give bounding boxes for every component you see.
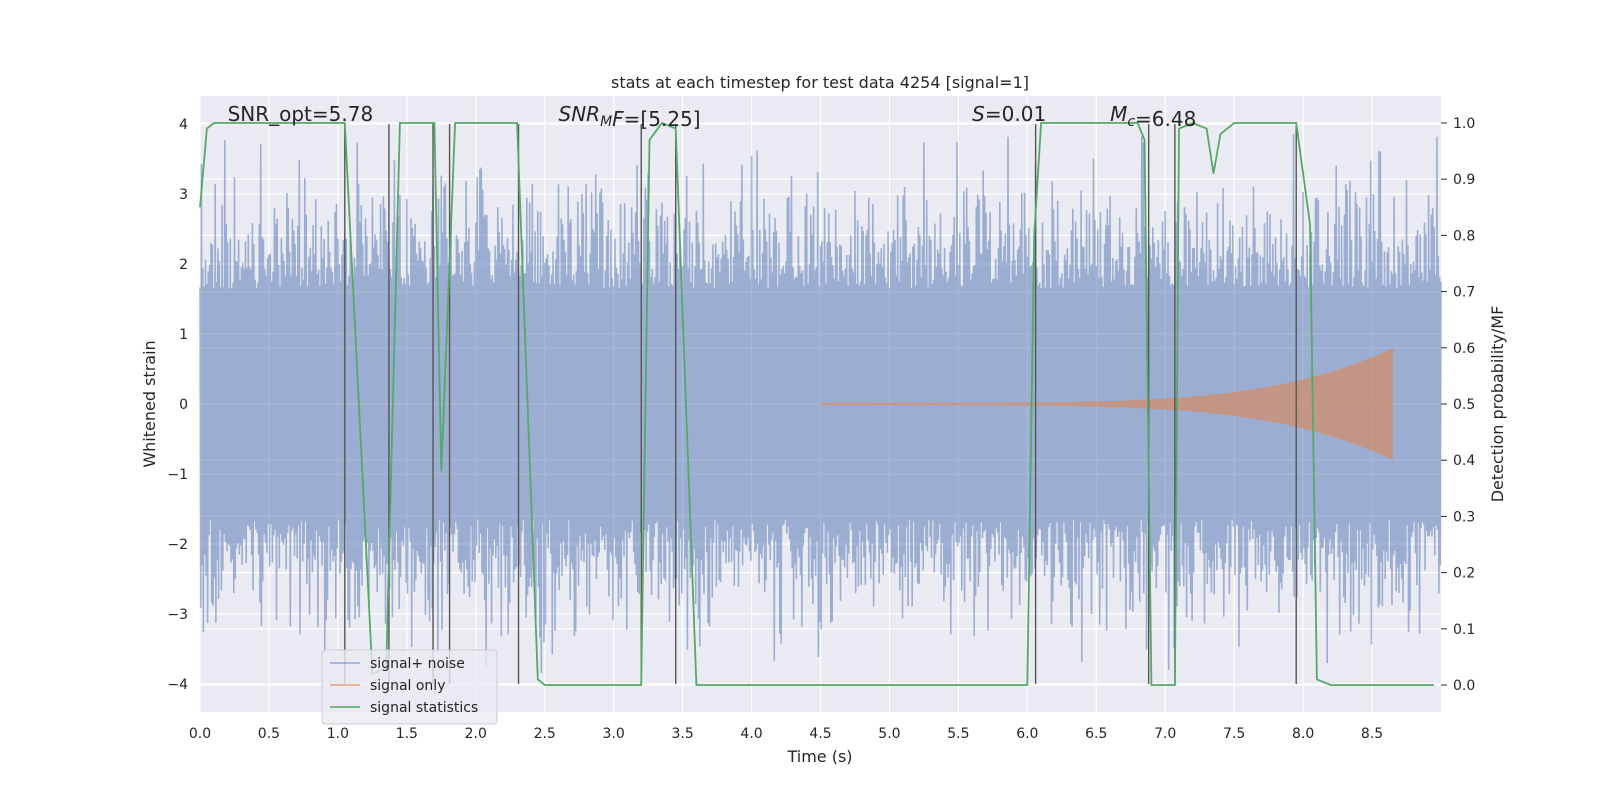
annotation-math-sub: M xyxy=(600,114,612,130)
annotation-value: =[5.25] xyxy=(624,107,701,131)
x-tick-label: 6.0 xyxy=(1016,726,1038,742)
signal-statistics-series xyxy=(199,121,1435,686)
y2-axis-ticks: 0.0 0.1 0.2 0.3 0.4 0.5 0.6 0.7 0.8 0.9 1.0 xyxy=(1441,116,1475,694)
x-tick-label: 7.0 xyxy=(1154,726,1176,742)
y2-axis-label: Detection probability/MF xyxy=(1488,306,1507,503)
y-tick-label: −2 xyxy=(167,537,188,553)
y2-tick-label: 0.8 xyxy=(1453,228,1475,244)
legend: signal+ noise signal only signal statistic… xyxy=(321,649,498,725)
y-tick-label: −3 xyxy=(167,607,188,623)
y2-tick-label: 0.3 xyxy=(1453,509,1475,525)
x-tick-label: 8.5 xyxy=(1361,726,1383,742)
annotation-math-main: SNR xyxy=(559,102,601,126)
annotation-value: =6.48 xyxy=(1135,107,1196,131)
y-tick-label: −4 xyxy=(167,677,188,693)
x-tick-label: 0.0 xyxy=(189,726,211,742)
y2-tick-label: 0.1 xyxy=(1453,622,1475,638)
annotation-math-main: M xyxy=(1110,102,1127,126)
y-axis-ticks: −4 −3 −2 −1 0 1 2 3 4 xyxy=(167,117,188,693)
chart-title: stats at each timestep for test data 425… xyxy=(611,73,1029,92)
x-tick-label: 4.0 xyxy=(740,726,762,742)
y2-tick-label: 0.5 xyxy=(1453,397,1475,413)
x-tick-label: 1.5 xyxy=(396,726,418,742)
x-axis-ticks: 0.0 0.5 1.0 1.5 2.0 2.5 3.0 3.5 4.0 4.5 5.0 5.5 6.0 6… xyxy=(189,726,1383,742)
legend-box xyxy=(321,649,498,725)
x-tick-label: 7.5 xyxy=(1223,726,1245,742)
x-tick-label: 5.5 xyxy=(947,726,969,742)
annotation-text: SNRMF=[5.25] xyxy=(559,102,701,131)
annotation-math-sub: c xyxy=(1127,114,1135,130)
signal-noise-line xyxy=(199,134,1442,674)
y-tick-label: 0 xyxy=(179,397,188,413)
annotation-text: Mc=6.48 xyxy=(1110,102,1196,131)
x-tick-label: 4.5 xyxy=(809,726,831,742)
signal-statistics-line xyxy=(199,121,1435,686)
y-tick-label: 4 xyxy=(179,117,188,133)
annotation-text: SNR_opt=5.78 xyxy=(228,102,374,126)
y-tick-label: 2 xyxy=(179,257,188,273)
legend-label: signal statistics xyxy=(370,700,478,716)
y2-tick-label: 0.0 xyxy=(1453,678,1475,694)
x-axis-label: Time (s) xyxy=(786,747,852,766)
annotation-math-rest: F xyxy=(612,107,624,131)
signal-only-line xyxy=(820,347,1394,460)
x-tick-label: 0.5 xyxy=(258,726,280,742)
annotation-text: S=0.01 xyxy=(972,102,1046,126)
x-tick-label: 5.0 xyxy=(878,726,900,742)
y-axis-label: Whitened strain xyxy=(140,340,159,467)
x-tick-label: 2.5 xyxy=(534,726,556,742)
y-tick-label: 3 xyxy=(179,187,188,203)
annotation-value: =0.01 xyxy=(985,102,1046,126)
x-tick-label: 3.0 xyxy=(603,726,625,742)
x-tick-label: 3.5 xyxy=(671,726,693,742)
y2-tick-label: 0.2 xyxy=(1453,566,1475,582)
x-tick-label: 2.0 xyxy=(465,726,487,742)
y-tick-label: −1 xyxy=(167,467,188,483)
x-tick-label: 6.5 xyxy=(1085,726,1107,742)
y2-tick-label: 1.0 xyxy=(1453,116,1475,132)
x-tick-label: 1.0 xyxy=(327,726,349,742)
annotation-math-main: S xyxy=(972,102,985,126)
signal-only-series xyxy=(820,347,1394,460)
annotations: SNR_opt=5.78 SNRMF=[5.25] S=0.01 Mc=6.48 xyxy=(228,102,1197,131)
y-tick-label: 1 xyxy=(179,327,188,343)
legend-label: signal+ noise xyxy=(370,656,465,672)
y2-tick-label: 0.9 xyxy=(1453,172,1475,188)
signal-noise-series xyxy=(199,134,1442,674)
y2-tick-label: 0.6 xyxy=(1453,341,1475,357)
legend-label: signal only xyxy=(370,678,445,694)
y2-tick-label: 0.7 xyxy=(1453,285,1475,301)
x-tick-label: 8.0 xyxy=(1292,726,1314,742)
y2-tick-label: 0.4 xyxy=(1453,453,1475,469)
